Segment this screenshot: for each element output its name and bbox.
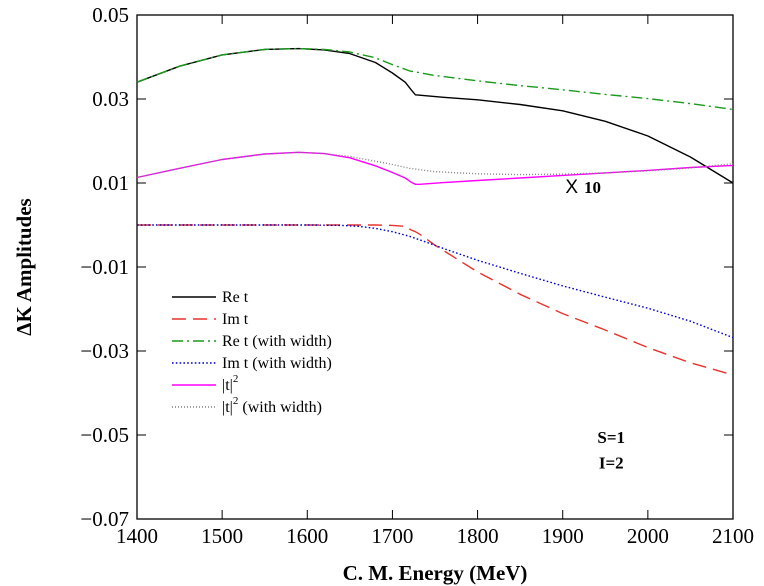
series-line-im-t [137,224,734,376]
series-line-t-2 [136,151,734,186]
legend-label: |t|2 [222,373,238,394]
axis-ticks: 1400 1500 1600 1700 1800 1900 2000 2100 −0.07 −0.… [80,3,754,548]
legend-label: Re t (with width) [222,333,332,350]
x-tick-label: 2000 [627,524,669,548]
legend-label: |t|2 (with width) [222,395,322,416]
y-tick-label: 0.05 [92,3,129,27]
annotation-isospin: I=2 [599,453,624,472]
x-tick-label: 1700 [371,524,413,548]
x-tick-label: 2100 [712,524,754,548]
y-tick-label: −0.01 [80,255,129,279]
legend-label: Im t [222,311,249,328]
annotation-times: X [565,177,578,198]
y-tick-label: −0.03 [80,339,129,363]
series-line-t-2-with-width [136,151,734,179]
y-tick-label: 0.03 [92,87,129,111]
x-tick-label: 1800 [457,524,499,548]
y-axis-title: ΔK Amplitudes [12,198,36,335]
annotation-scale: 10 [584,178,601,197]
series-layer [136,47,734,376]
annotation-strangeness: S=1 [597,428,625,447]
x-tick-label: 1400 [116,524,158,548]
annotations: X 10 S=1 I=2 [565,177,625,472]
y-tick-label: −0.07 [80,507,129,531]
y-tick-label: 0.01 [92,171,129,195]
plot-frame [136,14,734,520]
series-line-re-t [136,47,734,184]
x-tick-label: 1500 [201,524,243,548]
series-line-re-t-with-width [136,47,734,111]
x-tick-label: 1600 [286,524,328,548]
x-tick-label: 1900 [542,524,584,548]
legend: Re t Im t Re t (with width) Im t (with widt… [172,289,332,416]
x-axis-title: C. M. Energy (MeV) [343,561,528,585]
legend-label: Im t (with width) [222,355,332,372]
legend-label: Re t [222,289,249,306]
y-tick-label: −0.05 [80,423,129,447]
